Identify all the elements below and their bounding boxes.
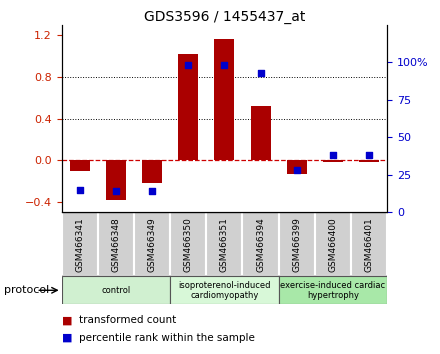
Text: protocol: protocol xyxy=(4,285,50,295)
Point xyxy=(257,70,264,76)
Bar xyxy=(206,212,242,276)
Point xyxy=(366,153,373,158)
Bar xyxy=(351,212,387,276)
Bar xyxy=(242,212,279,276)
Text: GSM466349: GSM466349 xyxy=(147,217,157,272)
Point xyxy=(112,189,119,194)
Text: exercise-induced cardiac
hypertrophy: exercise-induced cardiac hypertrophy xyxy=(280,281,385,300)
Point xyxy=(76,187,83,193)
Bar xyxy=(178,54,198,160)
Text: GSM466348: GSM466348 xyxy=(111,217,121,272)
Text: GSM466400: GSM466400 xyxy=(328,217,337,272)
Bar xyxy=(62,276,170,304)
Bar xyxy=(170,276,279,304)
Text: transformed count: transformed count xyxy=(79,315,176,325)
Bar xyxy=(170,212,206,276)
Bar xyxy=(98,212,134,276)
Bar xyxy=(106,160,126,200)
Bar xyxy=(279,276,387,304)
Text: percentile rank within the sample: percentile rank within the sample xyxy=(79,333,255,343)
Text: GSM466401: GSM466401 xyxy=(365,217,374,272)
Title: GDS3596 / 1455437_at: GDS3596 / 1455437_at xyxy=(144,10,305,24)
Bar xyxy=(62,212,98,276)
Bar xyxy=(287,160,307,174)
Text: GSM466399: GSM466399 xyxy=(292,217,301,272)
Point xyxy=(330,153,337,158)
Text: GSM466394: GSM466394 xyxy=(256,217,265,272)
Point xyxy=(185,62,192,68)
Point xyxy=(293,167,300,173)
Bar xyxy=(142,160,162,183)
Text: control: control xyxy=(101,286,131,295)
Bar xyxy=(134,212,170,276)
Text: GSM466341: GSM466341 xyxy=(75,217,84,272)
Text: ■: ■ xyxy=(62,333,72,343)
Bar xyxy=(251,106,271,160)
Text: GSM466351: GSM466351 xyxy=(220,217,229,272)
Text: ■: ■ xyxy=(62,315,72,325)
Bar xyxy=(315,212,351,276)
Text: GSM466350: GSM466350 xyxy=(184,217,193,272)
Bar xyxy=(214,39,235,160)
Point xyxy=(149,189,156,194)
Point xyxy=(221,62,228,68)
Text: isoproterenol-induced
cardiomyopathy: isoproterenol-induced cardiomyopathy xyxy=(178,281,271,300)
Bar xyxy=(323,160,343,162)
Bar xyxy=(359,160,379,162)
Bar xyxy=(70,160,90,171)
Bar xyxy=(279,212,315,276)
